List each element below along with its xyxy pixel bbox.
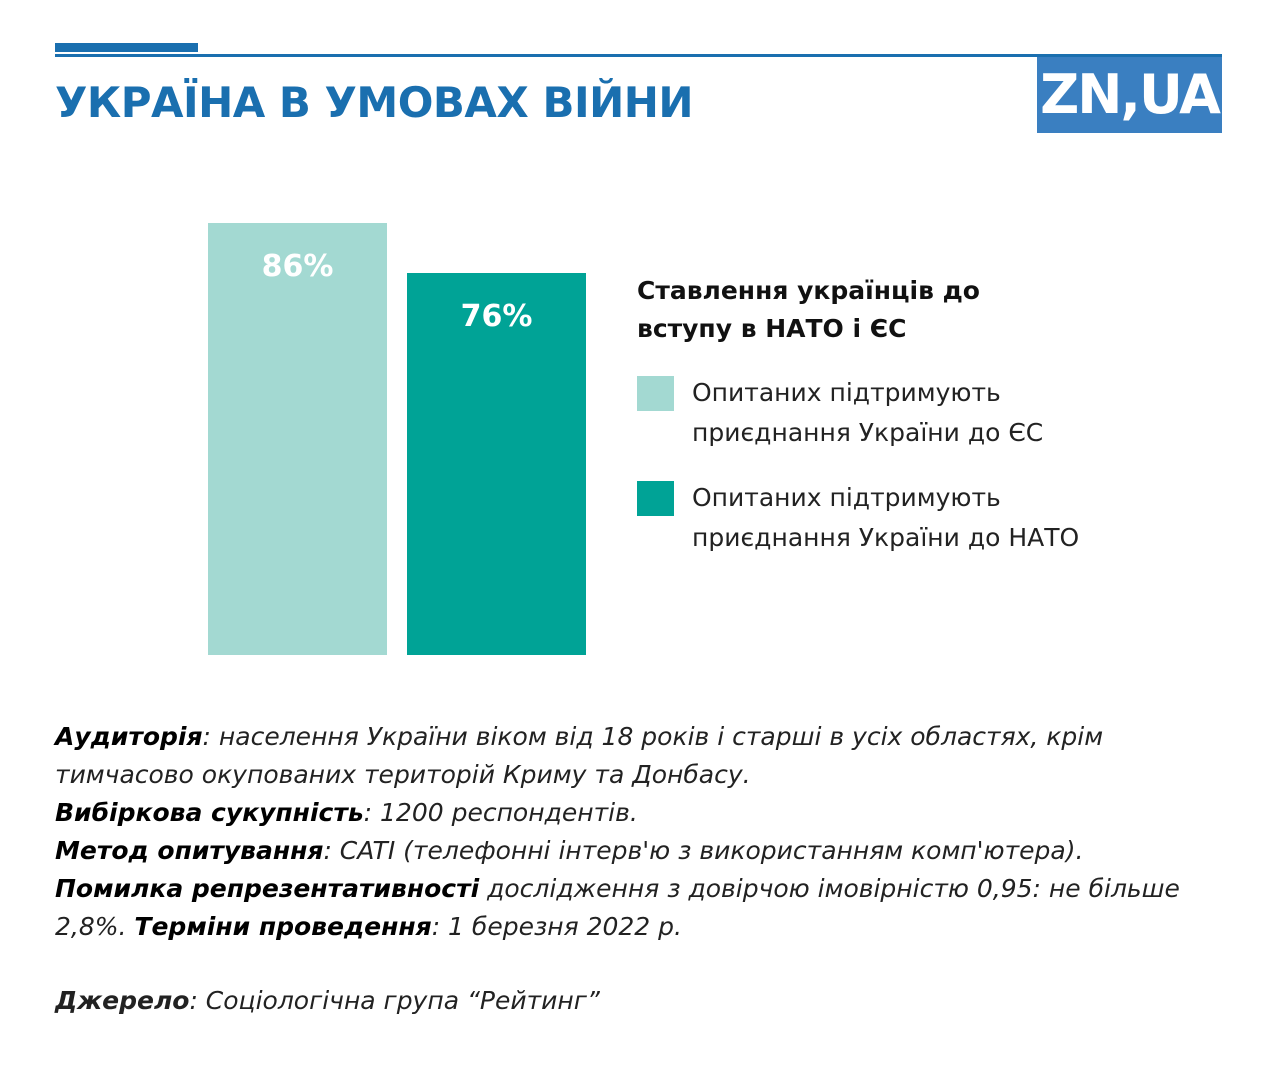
legend-swatch — [637, 376, 674, 411]
source-text: : Соціологічна група “Рейтинг” — [189, 986, 600, 1015]
logo: ZN,UA — [1037, 57, 1222, 133]
chart-title: Ставлення українців до вступу в НАТО і Є… — [637, 276, 980, 343]
notes: Аудиторія: населення України віком від 1… — [55, 718, 1215, 946]
bar: 76% — [407, 273, 586, 655]
legend-label: Опитаних підтримують приєднання України … — [692, 378, 1044, 447]
legend-swatch — [637, 481, 674, 516]
note-label: Вибіркова сукупність — [55, 798, 364, 827]
rule — [55, 54, 1222, 57]
note-label: Помилка репрезентативності — [55, 874, 480, 903]
note-text: : CATI (телефонні інтерв'ю з використанн… — [323, 836, 1084, 865]
legend-label: Опитаних підтримують приєднання України … — [692, 483, 1080, 552]
accent-bar — [55, 43, 198, 52]
source: Джерело: Соціологічна група “Рейтинг” — [55, 986, 600, 1015]
note-paragraph: Вибіркова сукупність: 1200 респондентів. — [55, 794, 1215, 832]
note-paragraph: Помилка репрезентативності дослідження з… — [55, 870, 1215, 946]
note-paragraph: Аудиторія: населення України віком від 1… — [55, 718, 1215, 794]
note-label: Аудиторія — [55, 722, 203, 751]
note-text: : 1200 респондентів. — [363, 798, 638, 827]
source-label: Джерело — [55, 986, 190, 1015]
note-text: : населення України віком від 18 років і… — [55, 722, 1104, 789]
page-title: УКРАЇНА В УМОВАХ ВІЙНИ — [55, 78, 694, 127]
value-label: 86% — [261, 248, 334, 284]
note-label: Терміни проведення — [134, 912, 432, 941]
note-label: Метод опитування — [55, 836, 324, 865]
bar: 86% — [208, 222, 387, 655]
note-paragraph: Метод опитування: CATI (телефонні інтерв… — [55, 832, 1215, 870]
note-text: : 1 березня 2022 р. — [431, 912, 682, 941]
value-label: 76% — [460, 299, 533, 335]
note-text: дослідження з довірчою імовірністю 0,95:… — [55, 874, 1180, 941]
